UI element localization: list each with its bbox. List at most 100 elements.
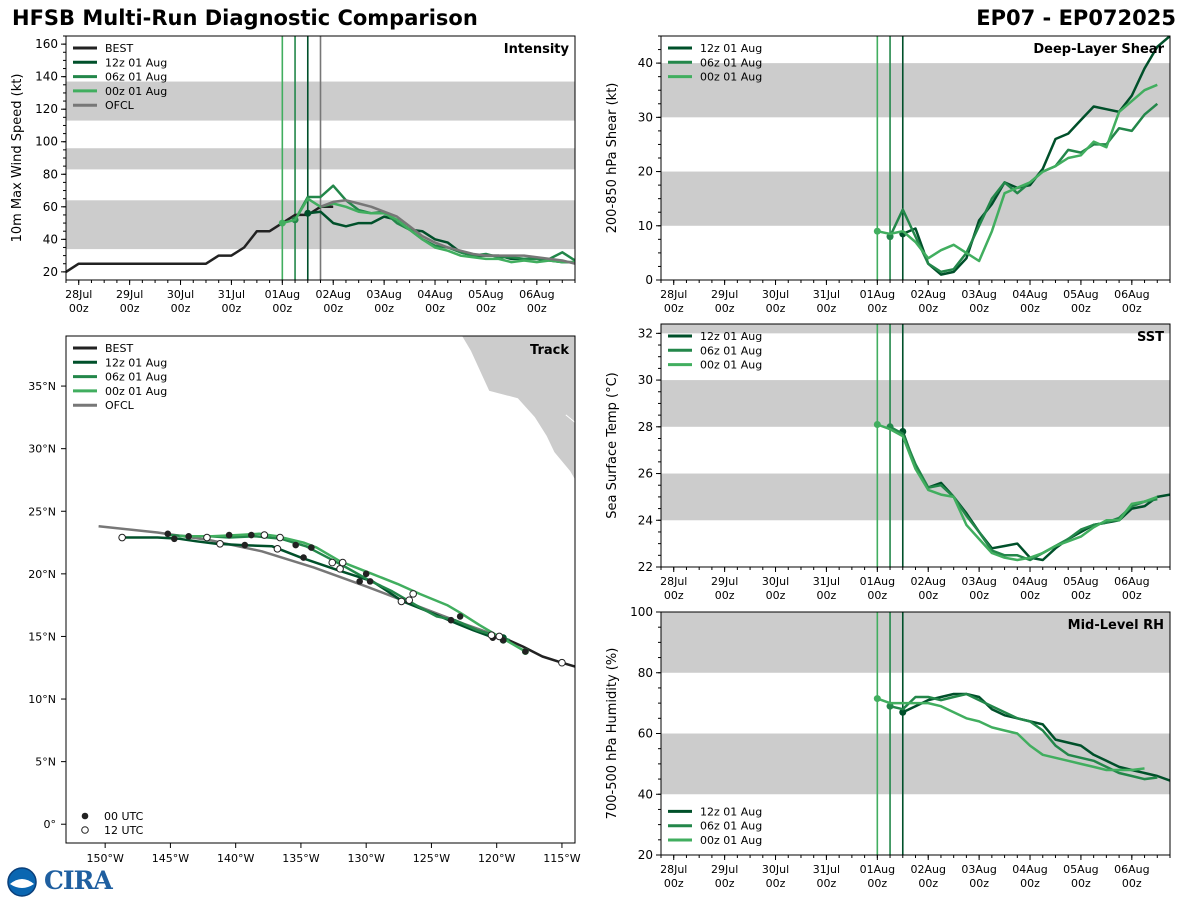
legend-label: 00z 01 Aug [105,85,167,98]
legend-label: 12 UTC [104,824,144,837]
y-tick-label: 0 [645,273,653,287]
marker-00utc [248,531,255,539]
init-point [278,219,286,227]
x-tick-label: 30Jul [762,863,789,876]
x-tick-label: 00z [425,302,445,315]
legend-label: OFCL [105,399,135,412]
y-axis-label: 700-500 hPa Humidity (%) [605,648,620,820]
init-point [873,227,881,235]
y-tick-label: 5°N [35,756,56,769]
series-line-00z [876,697,1145,772]
marker-12utc [260,531,269,539]
x-tick-label: 00z [766,877,786,890]
x-tick-label: 01Aug [860,575,895,588]
cira-logo: CIRA [6,866,116,898]
x-tick-label: 00z [867,877,887,890]
y-tick-label: 30°N [28,443,56,456]
sst-panel: 22242628303228Jul00z29Jul00z30Jul00z31Ju… [605,323,1171,602]
x-tick-label: 00z [1020,877,1040,890]
x-tick-label: 135°W [282,852,319,865]
x-tick-label: 02Aug [910,863,945,876]
x-tick-label: 00z [969,877,989,890]
x-tick-label: 00z [817,302,837,315]
x-tick-label: 04Aug [417,288,452,301]
x-tick-label: 00z [817,589,837,602]
y-tick-label: 60 [638,727,653,741]
marker-12utc [273,545,282,553]
marker-00utc [300,554,307,561]
y-tick-label: 40 [43,232,58,246]
legend-label: 00 UTC [104,810,144,823]
x-tick-label: 29Jul [711,288,738,301]
x-tick-label: 04Aug [1012,863,1047,876]
x-tick-label: 00z [918,589,938,602]
x-tick-label: 00z [1071,589,1091,602]
y-tick-label: 20 [43,265,58,279]
x-tick-label: 00z [222,302,242,315]
x-tick-label: 06Aug [1114,575,1149,588]
marker-00utc [225,531,233,539]
marker-12utc [487,631,496,639]
marker-12utc [409,590,417,598]
marker-00utc [292,541,300,549]
intensity-panel: 2040608010012014016028Jul00z29Jul00z30Ju… [10,35,576,315]
track-line-06z [167,533,511,642]
x-tick-label: 02Aug [910,575,945,588]
x-tick-label: 00z [69,302,89,315]
marker-00utc [164,530,172,538]
x-tick-label: 06Aug [1114,863,1149,876]
y-tick-label: 40 [638,56,653,70]
x-tick-label: 00z [1122,589,1142,602]
series-line-06z [888,102,1159,274]
y-tick-label: 120 [35,102,58,116]
y-tick-label: 80 [638,666,653,680]
marker-12utc [495,632,504,641]
x-tick-label: 03Aug [961,575,996,588]
series-line-00z [876,423,1158,562]
x-tick-label: 05Aug [1063,288,1098,301]
series-line-BEST [66,205,334,273]
x-tick-label: 00z [476,302,496,315]
series-line-00z [877,83,1158,263]
init-point [873,695,881,703]
track-line-12z [122,536,504,639]
x-tick-label: 04Aug [1012,288,1047,301]
page-title: HFSB Multi-Run Diagnostic Comparison [12,6,478,30]
x-tick-label: 00z [867,302,887,315]
legend-marker-00utc [81,812,89,820]
x-tick-label: 00z [918,302,938,315]
y-tick-label: 140 [35,70,58,84]
x-tick-label: 04Aug [1012,575,1047,588]
marker-00utc [185,532,192,540]
x-tick-label: 28Jul [660,575,687,588]
x-tick-label: 00z [715,589,735,602]
marker-00utc [522,648,529,655]
init-point [873,420,881,428]
x-tick-label: 02Aug [315,288,350,301]
series-line-06z [294,184,575,262]
shaded-band [661,63,1170,118]
x-tick-label: 03Aug [961,863,996,876]
legend-label: 00z 01 Aug [105,385,167,398]
x-tick-label: 00z [1122,302,1142,315]
x-tick-label: 00z [817,877,837,890]
shaded-band [661,324,1170,334]
x-tick-label: 00z [1071,302,1091,315]
x-tick-label: 06Aug [1114,288,1149,301]
marker-12utc [558,658,566,667]
marker-12utc [338,558,347,567]
marker-12utc [328,558,337,567]
x-tick-label: 05Aug [468,288,503,301]
y-tick-label: 15°N [28,630,56,643]
panel-title: Intensity [504,42,570,57]
legend-label: BEST [105,42,133,55]
y-tick-label: 30 [638,110,653,124]
marker-00utc [308,544,315,551]
legend-label: BEST [105,342,133,355]
y-tick-label: 24 [638,513,653,527]
x-tick-label: 00z [664,877,684,890]
x-tick-label: 01Aug [860,288,895,301]
track-line-OFCL [98,525,500,638]
y-tick-label: 100 [35,135,58,149]
x-tick-label: 00z [766,589,786,602]
